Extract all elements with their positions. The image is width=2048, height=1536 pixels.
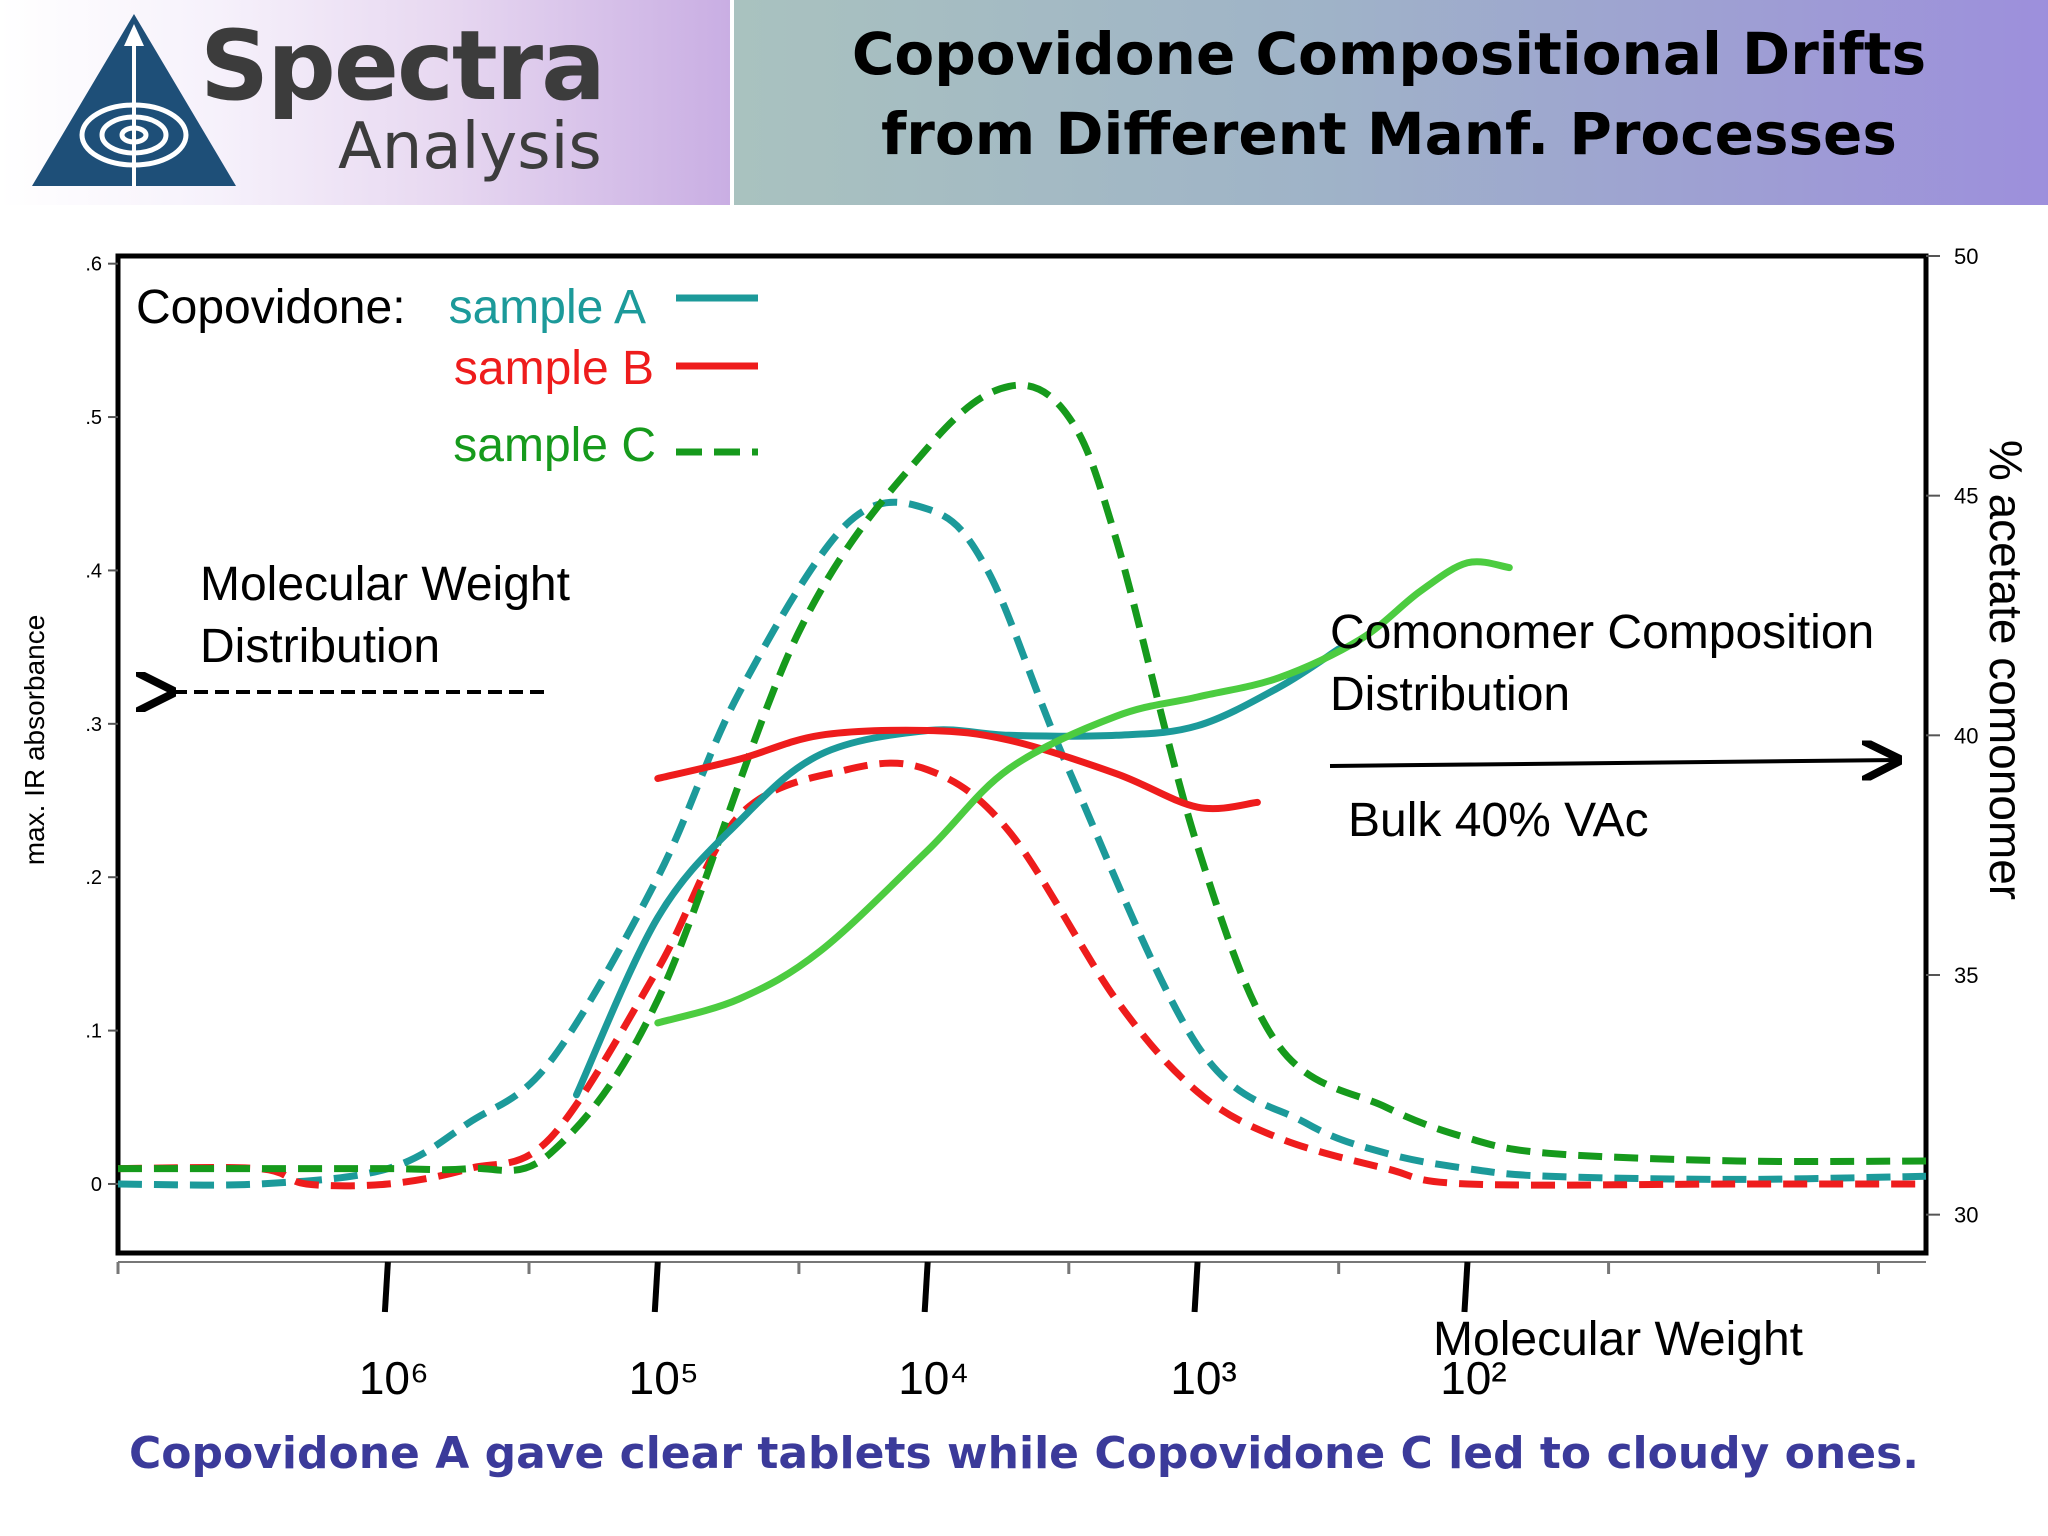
x-tick	[1191, 1261, 1201, 1313]
series-line-sample-c-mw	[118, 381, 1927, 1175]
comonomer-label-line-1: Comonomer Composition	[1330, 606, 1874, 659]
title-banner	[730, 0, 2048, 205]
series-line-sample-b-composition	[654, 726, 1261, 813]
series-line-sample-b-mw	[117, 759, 1926, 1190]
x-tick	[381, 1261, 391, 1313]
right-axis: 30 35 40 45 50	[1926, 244, 1978, 1228]
right-tick-label: 45	[1954, 484, 1978, 509]
mw-distribution-label-line-2: Distribution	[200, 620, 440, 673]
left-tick-label: .6	[85, 254, 102, 276]
series-line-sample-c-composition	[654, 558, 1513, 1027]
logo-triangle-icon	[32, 14, 236, 186]
x-tick-label: 10⁵	[629, 1352, 699, 1404]
x-tick	[651, 1261, 661, 1313]
left-axis-label: max. IR absorbance	[19, 615, 50, 866]
logo-text-secondary: Analysis	[338, 110, 602, 184]
right-tick-label: 30	[1954, 1203, 1978, 1228]
x-tick	[1461, 1261, 1471, 1313]
left-axis: 0 .1 .2 .3 .4 .5 .6	[85, 254, 118, 1196]
left-tick-label: .3	[85, 714, 102, 736]
legend-label-sample-a: sample A	[449, 281, 646, 334]
x-axis-label: Molecular Weight	[1433, 1313, 1803, 1366]
legend-label-sample-c: sample C	[453, 419, 656, 472]
right-axis-label: % acetate comonomer	[1980, 440, 2032, 900]
legend-label-sample-b: sample B	[454, 342, 654, 395]
left-tick-label: .4	[85, 560, 102, 582]
x-tick-label: 10²	[1440, 1352, 1506, 1404]
x-tick-label: 10⁶	[359, 1352, 429, 1404]
left-tick-label: 0	[91, 1174, 102, 1196]
plot-frame	[115, 253, 1929, 1256]
caption: Copovidone A gave clear tablets while Co…	[129, 1428, 1919, 1479]
comonomer-label-line-2: Distribution	[1330, 668, 1570, 721]
right-tick-label: 35	[1954, 963, 1978, 988]
left-tick-label: .5	[85, 407, 102, 429]
page-title-line-2: from Different Manf. Processes	[881, 100, 1897, 168]
x-tick-label: 10⁴	[898, 1352, 969, 1404]
x-axis: 10⁶ 10⁵ 10⁴ 10³ 10²	[116, 1261, 1926, 1404]
bulk-vac-label: Bulk 40% VAc	[1348, 794, 1649, 847]
page-title-line-1: Copovidone Compositional Drifts	[851, 20, 1927, 88]
legend-prefix: Copovidone:	[136, 281, 406, 334]
logo-text-primary: Spectra	[200, 10, 606, 122]
right-tick-label: 50	[1954, 244, 1978, 269]
right-tick-label: 40	[1954, 723, 1978, 748]
left-tick-label: .1	[85, 1021, 102, 1043]
x-tick-label: 10³	[1170, 1352, 1236, 1404]
mw-distribution-label-line-1: Molecular Weight	[200, 558, 570, 611]
x-tick	[921, 1261, 931, 1313]
series-line-sample-a-mw	[117, 498, 1927, 1189]
comonomer-arrow	[1329, 760, 1898, 766]
series-layer	[117, 381, 1927, 1190]
left-tick-label: .2	[85, 867, 102, 889]
